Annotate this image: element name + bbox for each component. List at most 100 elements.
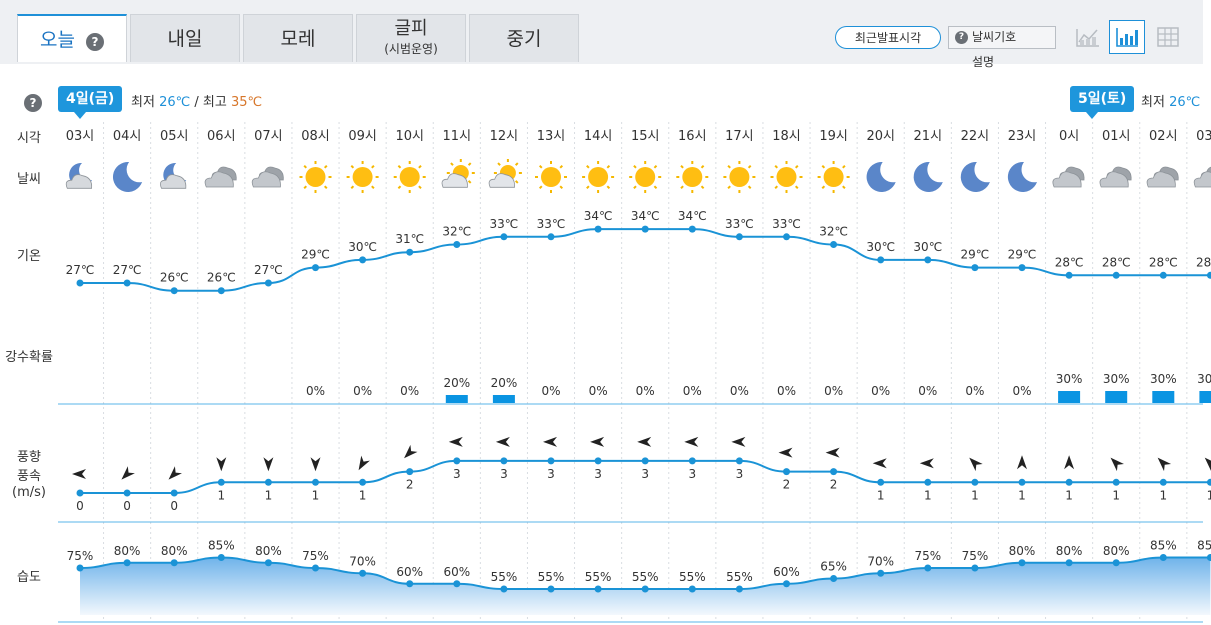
hour-label: 09시 [348, 129, 377, 144]
temperature-label: 26℃ [207, 271, 236, 285]
sun-ray [821, 185, 826, 190]
row-label-wind-speed: 풍속 [17, 469, 41, 484]
wind-direction-arrow [872, 458, 887, 469]
wind-direction-arrow [969, 457, 983, 472]
humidity-label: 70% [349, 554, 376, 568]
wind-speed-label: 3 [688, 467, 696, 481]
temperature-point [830, 241, 838, 248]
humidity-point [312, 564, 319, 572]
hour-label: 11시 [443, 129, 472, 144]
humidity-point [594, 585, 602, 593]
table-view-button[interactable] [1150, 20, 1186, 54]
precip-bar [1199, 391, 1211, 403]
temperature-label: 34℃ [584, 209, 613, 223]
sun-ray [653, 164, 658, 169]
wind-speed-point [971, 478, 979, 486]
hour-label: 02시 [1149, 129, 1178, 144]
help-icon[interactable]: ? [86, 32, 105, 51]
precip-bar [1152, 391, 1175, 403]
line-chart-view-icon [1076, 29, 1099, 47]
sun-ray [794, 185, 799, 190]
tab-third-day[interactable]: 글피 (시범운영) [356, 14, 466, 62]
wind-speed-label: 1 [1065, 488, 1073, 502]
temperature-label: 28℃ [1055, 255, 1084, 269]
humidity-point [830, 575, 838, 582]
temperature-point [641, 225, 649, 233]
min-max-today: 최저 26℃ / 최고 35℃ [131, 91, 262, 110]
precip-label: 0% [589, 384, 608, 398]
sun-ray [633, 164, 637, 169]
humidity-point [123, 559, 131, 567]
wind-speed-point [924, 478, 932, 486]
cloudy-icon [251, 166, 284, 188]
humidity-point [971, 564, 979, 572]
wind-direction-arrow [1204, 457, 1211, 472]
temperature-point [783, 233, 790, 241]
humidity-point [1018, 559, 1026, 567]
min-label: 최저 [131, 95, 155, 110]
min-temp: 26℃ [1169, 95, 1201, 110]
sun-ray [559, 185, 564, 190]
temperature-point [1112, 271, 1120, 279]
precip-label: 0% [353, 384, 372, 398]
humidity-label: 85% [1150, 539, 1177, 553]
min-label: 최저 [1141, 95, 1165, 110]
wind-direction-arrow [1110, 457, 1124, 472]
wind-speed-point [547, 457, 555, 465]
wind-speed-label: 1 [1018, 488, 1026, 502]
precip-label: 0% [730, 384, 749, 398]
sun-ray [467, 180, 472, 184]
wind-speed-point [830, 468, 838, 476]
sun-ray [794, 164, 799, 169]
humidity-point [1206, 554, 1211, 561]
wind-speed-point [877, 478, 885, 486]
help-icon[interactable]: ? [24, 94, 42, 112]
temperature-point [359, 256, 367, 264]
sun-ray [653, 185, 658, 190]
temperature-label: 29℃ [1008, 248, 1037, 262]
recent-forecast-button[interactable]: 최근발표시각 [835, 26, 941, 49]
sun-ray [606, 164, 611, 169]
wind-speed-label: 3 [500, 467, 508, 481]
row-label-wind-direction: 풍향 [17, 450, 41, 465]
sun-disc [399, 167, 420, 187]
bar-chart-view-button[interactable] [1109, 20, 1145, 54]
humidity-label: 55% [632, 570, 659, 584]
temperature-label: 28℃ [1102, 255, 1131, 269]
tab-label: 중기 [506, 28, 542, 50]
wind-speed-label: 0 [170, 499, 178, 513]
wind-speed-label: 3 [594, 467, 602, 481]
humidity-label: 80% [1009, 544, 1036, 558]
tab-day-after[interactable]: 모레 [243, 14, 353, 62]
temperature-point [453, 241, 461, 248]
tab-tomorrow[interactable]: 내일 [130, 14, 240, 62]
tab-today[interactable]: 오늘 ? [17, 14, 127, 62]
tab-mid-term[interactable]: 중기 [469, 14, 579, 62]
weather-legend-button[interactable]: ? 날씨기호 [948, 26, 1056, 49]
wind-speed-point [453, 457, 461, 465]
wind-direction-arrow [825, 447, 840, 458]
temperature-label: 32℃ [442, 225, 471, 239]
temperature-label: 28℃ [1196, 255, 1211, 269]
temperature-label: 34℃ [631, 209, 660, 223]
sun-ray [680, 185, 684, 190]
temperature-point [924, 256, 932, 264]
sun-ray [727, 185, 731, 190]
temperature-point [594, 225, 602, 233]
moon-icon [960, 161, 990, 192]
hour-label: 03시 [66, 129, 95, 144]
wind-direction-arrow [731, 436, 746, 447]
line-chart-view-button[interactable] [1070, 20, 1106, 54]
wind-speed-label: 1 [265, 488, 273, 502]
precip-label: 0% [636, 384, 655, 398]
sun-ray [397, 185, 402, 190]
wind-speed-point [170, 489, 178, 497]
temperature-point [170, 287, 178, 295]
temperature-point [735, 233, 743, 241]
hour-label: 23시 [1008, 129, 1037, 144]
precip-label: 30% [1056, 372, 1083, 386]
wind-speed-point [783, 468, 790, 476]
sun-disc [305, 167, 326, 187]
sun-ray [418, 164, 422, 169]
wind-speed-label: 1 [924, 488, 932, 502]
